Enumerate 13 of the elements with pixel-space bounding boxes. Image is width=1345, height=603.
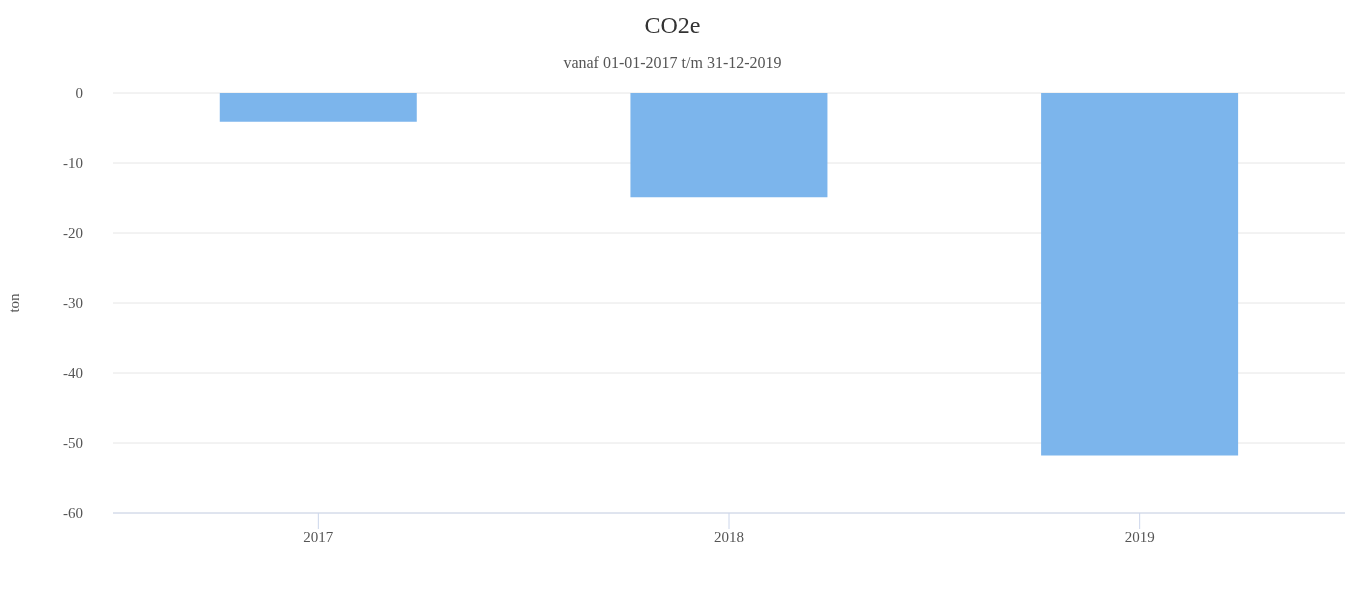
chart-title: CO2e <box>643 12 702 39</box>
y-tick-label: 0 <box>75 85 83 102</box>
y-tick-label: -30 <box>63 295 83 312</box>
y-tick-label: -40 <box>63 365 83 382</box>
y-tick-label: -20 <box>63 225 83 242</box>
y-tick-label: -50 <box>63 435 83 452</box>
y-tick-label: -60 <box>63 505 83 522</box>
y-axis-title: ton <box>6 292 23 313</box>
x-tick-label: 2018 <box>714 528 744 545</box>
chart-subtitle: vanaf 01-01-2017 t/m 31-12-2019 <box>562 54 783 72</box>
x-tick-label: 2019 <box>1124 528 1155 545</box>
y-tick-label: -10 <box>63 155 83 172</box>
x-tick-label: 2017 <box>303 528 334 545</box>
